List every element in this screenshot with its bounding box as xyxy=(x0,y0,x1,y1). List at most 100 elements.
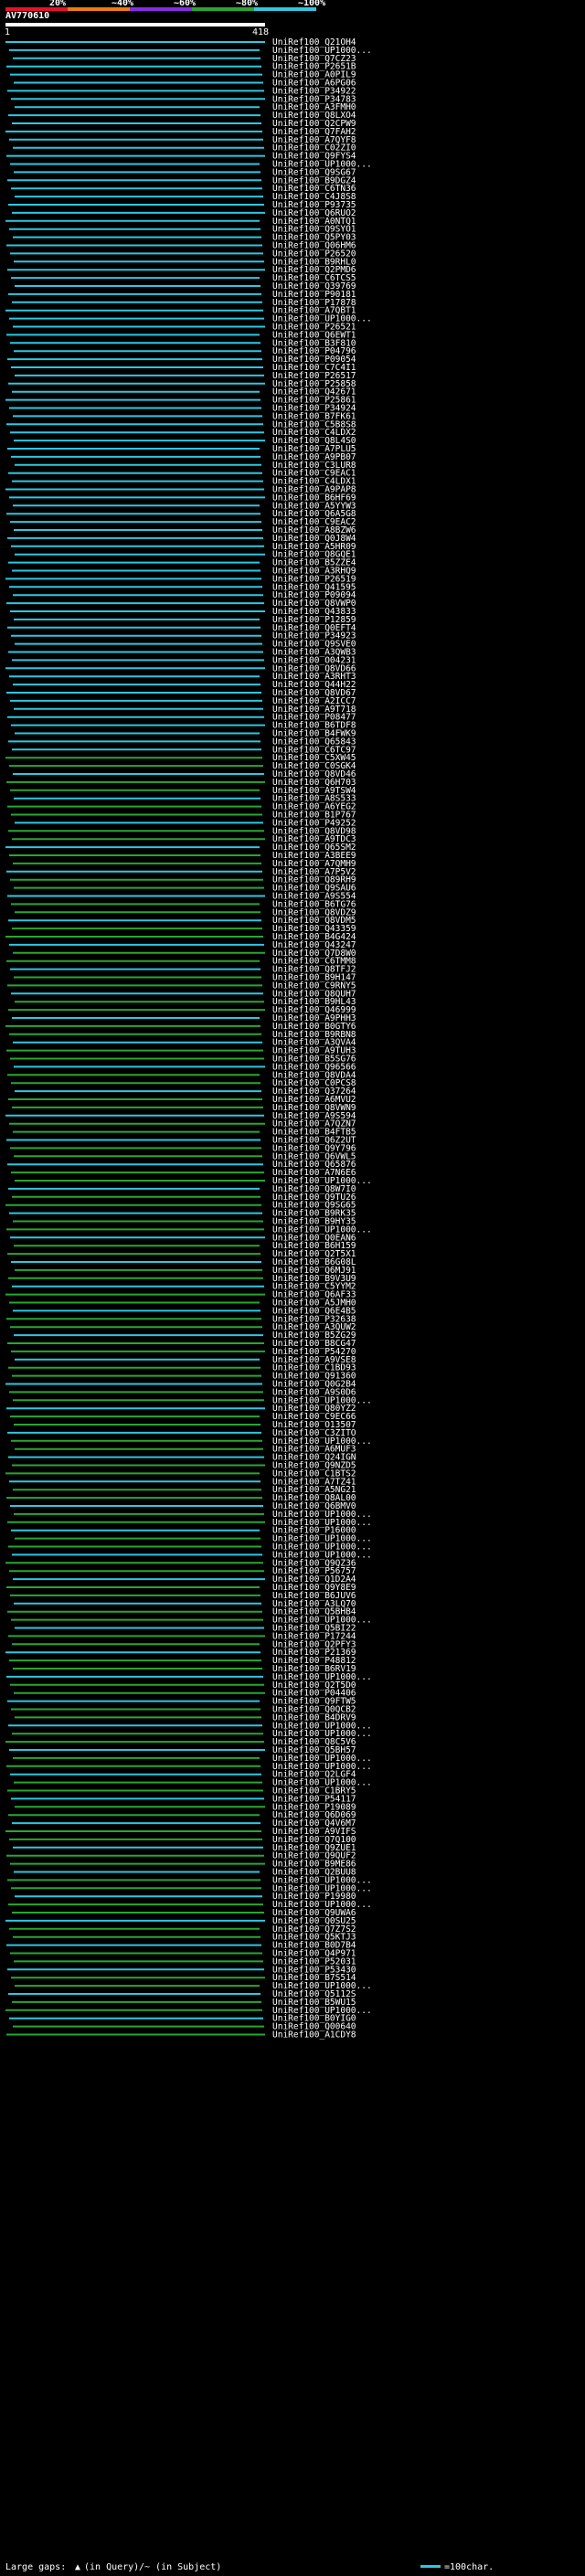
hit-label[interactable]: UniRef100_UP1000... xyxy=(272,1900,372,1910)
hit-label[interactable]: UniRef100_Q5KTJ3 xyxy=(272,1933,356,1943)
hit-label[interactable]: UniRef100_A3QWB3 xyxy=(272,648,356,658)
hit-label[interactable]: UniRef100_Q2T5X1 xyxy=(272,1249,356,1259)
hit-label[interactable]: UniRef100_Q4P971 xyxy=(272,1949,356,1959)
hit-label[interactable]: UniRef100_Q5BI22 xyxy=(272,1624,356,1634)
hit-label[interactable]: UniRef100_P26520 xyxy=(272,249,356,259)
hit-label[interactable]: UniRef100_B0YIG0 xyxy=(272,2014,356,2024)
hit-label[interactable]: UniRef100_Q5PY03 xyxy=(272,233,356,243)
hit-label[interactable]: UniRef100_Q44H22 xyxy=(272,680,356,690)
hit-label[interactable]: UniRef100_B4FWK9 xyxy=(272,729,356,739)
hit-label[interactable]: UniRef100_Q2LGF4 xyxy=(272,1770,356,1780)
hit-label[interactable]: UniRef100_P90181 xyxy=(272,290,356,300)
hit-label[interactable]: UniRef100_Q9UWA6 xyxy=(272,1908,356,1918)
hit-label[interactable]: UniRef100_P2651B xyxy=(272,62,356,72)
hit-label[interactable]: UniRef100_Q46999 xyxy=(272,1005,356,1015)
hit-label[interactable]: UniRef100_B8CG47 xyxy=(272,1339,356,1349)
hit-label[interactable]: UniRef100_Q9Y796 xyxy=(272,1143,356,1153)
hit-label[interactable]: UniRef100_Q8L4S0 xyxy=(272,436,356,446)
hit-label[interactable]: UniRef100_C4J8S8 xyxy=(272,192,356,202)
hit-label[interactable]: UniRef100_P52031 xyxy=(272,1956,356,1966)
hit-label[interactable]: UniRef100_C6TMM8 xyxy=(272,957,356,967)
hit-label[interactable]: UniRef100_Q8VDA4 xyxy=(272,1070,356,1080)
hit-label[interactable]: UniRef100_Q9FTW5 xyxy=(272,1697,356,1707)
hit-label[interactable]: UniRef100_Q8VD67 xyxy=(272,688,356,698)
hit-label[interactable]: UniRef100_Q0J8W4 xyxy=(272,534,356,544)
hit-label[interactable]: UniRef100_C5XW45 xyxy=(272,753,356,763)
hit-label[interactable]: UniRef100_Q2PFY3 xyxy=(272,1639,356,1649)
hit-label[interactable]: UniRef100_A7QYF8 xyxy=(272,135,356,145)
hit-label[interactable]: UniRef100_UP1000... xyxy=(272,1510,372,1520)
hit-label[interactable]: UniRef100_A9PAP8 xyxy=(272,485,356,495)
hit-label[interactable]: UniRef100_B5ZZE4 xyxy=(272,558,356,568)
hit-label[interactable]: UniRef100_B6HF69 xyxy=(272,493,356,503)
hit-label[interactable]: UniRef100_A7N6E6 xyxy=(272,1168,356,1178)
hit-label[interactable]: UniRef100_A9T718 xyxy=(272,705,356,715)
hit-label[interactable]: UniRef100_UP1000... xyxy=(272,2006,372,2016)
hit-label[interactable]: UniRef100_A0NTQ1 xyxy=(272,217,356,227)
hit-label[interactable]: UniRef100_Q5BHB4 xyxy=(272,1607,356,1617)
hit-label[interactable]: UniRef100_Q6BMV0 xyxy=(272,1501,356,1511)
hit-label[interactable]: UniRef100_P54117 xyxy=(272,1794,356,1804)
hit-label[interactable]: UniRef100_Q6AF33 xyxy=(272,1290,356,1300)
hit-label[interactable]: UniRef100_UP1000... xyxy=(272,46,372,56)
hit-label[interactable]: UniRef100_Q2CPW9 xyxy=(272,119,356,129)
hit-label[interactable]: UniRef100_Q9SVE0 xyxy=(272,640,356,650)
hit-label[interactable]: UniRef100_A6PG06 xyxy=(272,79,356,89)
hit-label[interactable]: UniRef100_P49252 xyxy=(272,818,356,828)
hit-label[interactable]: UniRef100_P56757 xyxy=(272,1566,356,1576)
hit-label[interactable]: UniRef100_UP1000... xyxy=(272,1436,372,1447)
hit-label[interactable]: UniRef100_O04231 xyxy=(272,655,356,665)
hit-label[interactable]: UniRef100_A5NG21 xyxy=(272,1485,356,1495)
hit-label[interactable]: UniRef100_Q0SU25 xyxy=(272,1916,356,1926)
hit-label[interactable]: UniRef100_Q6H703 xyxy=(272,778,356,788)
hit-label[interactable]: UniRef100_Q8VD98 xyxy=(272,826,356,836)
hit-label[interactable]: UniRef100_A3RHT3 xyxy=(272,672,356,682)
hit-label[interactable]: UniRef100_A9TUH3 xyxy=(272,1046,356,1056)
hit-label[interactable]: UniRef100_Q9Y8E9 xyxy=(272,1583,356,1593)
hit-label[interactable]: UniRef100_B9RBN8 xyxy=(272,1030,356,1040)
hit-label[interactable]: UniRef100_C9EAC2 xyxy=(272,517,356,527)
hit-label[interactable]: UniRef100_Q0QCB2 xyxy=(272,1705,356,1715)
hit-label[interactable]: UniRef100_B9RHL0 xyxy=(272,257,356,267)
hit-label[interactable]: UniRef100_Q8AL00 xyxy=(272,1493,356,1503)
hit-label[interactable]: UniRef100_A9PHH3 xyxy=(272,1013,356,1023)
hit-label[interactable]: UniRef100_A9TDC3 xyxy=(272,834,356,844)
hit-label[interactable]: UniRef100_Q9NZD5 xyxy=(272,1461,356,1471)
hit-label[interactable]: UniRef100_A7QBT1 xyxy=(272,306,356,316)
hit-label[interactable]: UniRef100_A7P5V2 xyxy=(272,867,356,877)
hit-label[interactable]: UniRef100_Q8VWN9 xyxy=(272,1103,356,1113)
hit-label[interactable]: UniRef100_A8S533 xyxy=(272,794,356,804)
hit-label[interactable]: UniRef100_P04796 xyxy=(272,346,356,356)
hit-label[interactable]: UniRef100_A1CDY8 xyxy=(272,2030,356,2041)
hit-label[interactable]: UniRef100_Q0EAN6 xyxy=(272,1233,356,1243)
hit-label[interactable]: UniRef100_C0PCS8 xyxy=(272,1078,356,1088)
hit-label[interactable]: UniRef100_UP1000... xyxy=(272,1542,372,1553)
hit-label[interactable]: UniRef100_B9H147 xyxy=(272,973,356,983)
hit-label[interactable]: UniRef100_A7TZ41 xyxy=(272,1477,356,1487)
hit-label[interactable]: UniRef100_UP1000... xyxy=(272,160,372,170)
hit-label[interactable]: UniRef100_Q9QUF2 xyxy=(272,1851,356,1861)
hit-label[interactable]: UniRef100_P53430 xyxy=(272,1965,356,1975)
hit-label[interactable]: UniRef100_Q8VDM5 xyxy=(272,916,356,926)
hit-label[interactable]: UniRef100_B3F810 xyxy=(272,338,356,348)
hit-label[interactable]: UniRef100_A3RHQ9 xyxy=(272,567,356,577)
hit-label[interactable]: UniRef100_Q65843 xyxy=(272,737,356,747)
hit-label[interactable]: UniRef100_Q9SYO1 xyxy=(272,225,356,235)
hit-label[interactable]: UniRef100_B1P767 xyxy=(272,811,356,821)
hit-label[interactable]: UniRef100_P17244 xyxy=(272,1631,356,1641)
hit-label[interactable]: UniRef100_Q1D2A4 xyxy=(272,1574,356,1585)
hit-label[interactable]: UniRef100_Q24IGN xyxy=(272,1453,356,1463)
hit-label[interactable]: UniRef100_A6MVU2 xyxy=(272,1095,356,1105)
hit-label[interactable]: UniRef100_A0PIL9 xyxy=(272,70,356,80)
hit-label[interactable]: UniRef100_Q91360 xyxy=(272,1372,356,1382)
hit-label[interactable]: UniRef100_Q0G2B4 xyxy=(272,1380,356,1390)
hit-label[interactable]: UniRef100_C3LUR8 xyxy=(272,461,356,471)
hit-label[interactable]: UniRef100_C6TCS5 xyxy=(272,273,356,283)
hit-label[interactable]: UniRef100_C4LDX1 xyxy=(272,477,356,487)
hit-label[interactable]: UniRef100_Q7FAH2 xyxy=(272,127,356,137)
hit-label[interactable]: UniRef100_A7QZN7 xyxy=(272,1119,356,1129)
hit-label[interactable]: UniRef100_P08477 xyxy=(272,713,356,723)
hit-label[interactable]: UniRef100_B6TDF8 xyxy=(272,721,356,731)
hit-label[interactable]: UniRef100_P09094 xyxy=(272,590,356,600)
hit-label[interactable]: UniRef100_B6RV19 xyxy=(272,1664,356,1674)
